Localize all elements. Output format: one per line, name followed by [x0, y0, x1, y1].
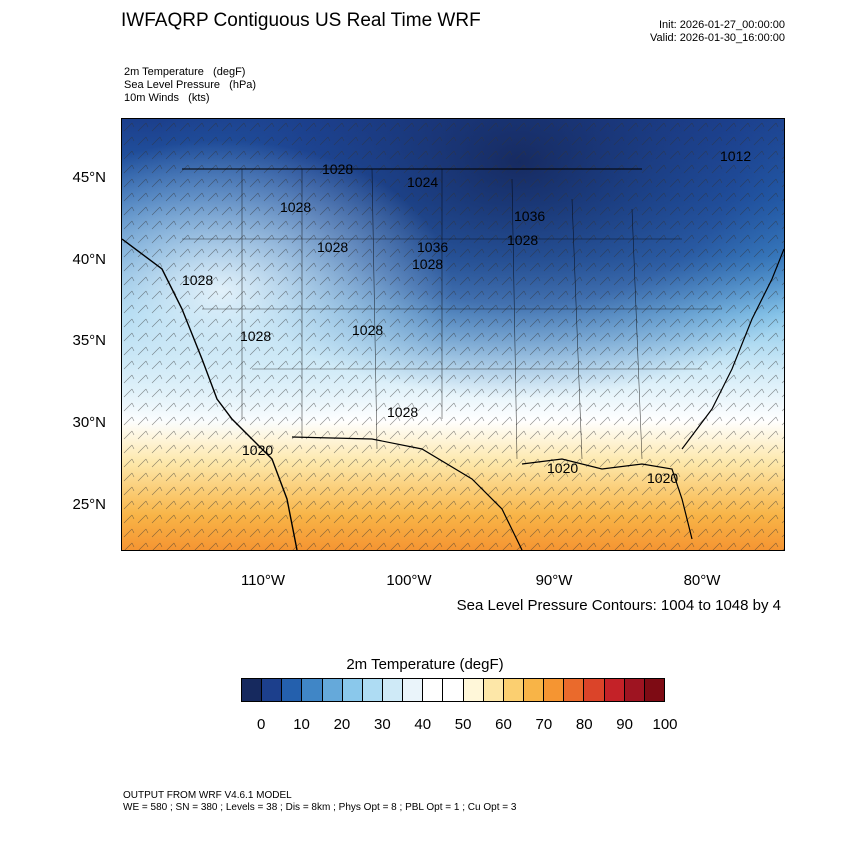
run-time-info: Init: 2026-01-27_00:00:00 Valid: 2026-01…: [650, 19, 785, 45]
colorbar-swatch: [443, 679, 464, 701]
map-title: IWFAQRP Contiguous US Real Time WRF: [121, 10, 481, 31]
state-borders: [182, 168, 722, 460]
lon-label-100: 100°W: [386, 572, 432, 589]
pressure-label: 1028: [387, 404, 418, 420]
lat-label-45: 45°N: [72, 169, 106, 186]
colorbar-swatch: [423, 679, 444, 701]
lon-label-80: 80°W: [683, 572, 721, 589]
contour-note: Sea Level Pressure Contours: 1004 to 104…: [456, 597, 781, 614]
footer-line-2: WE = 580 ; SN = 380 ; Levels = 38 ; Dis …: [123, 802, 517, 813]
colorbar-label: 40: [414, 716, 432, 733]
pressure-label: 1012: [720, 148, 751, 164]
colorbar-swatch: [403, 679, 424, 701]
colorbar-swatch: [302, 679, 323, 701]
lat-label-35: 35°N: [72, 332, 106, 349]
colorbar-swatch: [262, 679, 283, 701]
pressure-label: 1028: [412, 256, 443, 272]
lat-label-40: 40°N: [72, 251, 106, 268]
colorbar-swatch: [282, 679, 303, 701]
wind-barbs: [122, 119, 784, 550]
us-mexico-border: [291, 436, 523, 550]
pressure-label: 1024: [407, 174, 438, 190]
lon-label-110: 110°W: [240, 572, 286, 589]
colorbar-swatch: [604, 679, 625, 701]
colorbar-swatch: [463, 679, 484, 701]
colorbar-label: 100: [652, 716, 678, 733]
colorbar-swatch: [382, 679, 404, 701]
east-coastline: [681, 248, 784, 450]
colorbar-swatch: [342, 679, 363, 701]
field-pressure: Sea Level Pressure (hPa): [124, 79, 257, 91]
colorbar-swatch: [362, 679, 383, 701]
colorbar-title: 2m Temperature (degF): [346, 656, 504, 673]
pressure-label: 1028: [322, 161, 353, 177]
lat-label-30: 30°N: [72, 414, 106, 431]
colorbar-label: 60: [495, 716, 512, 733]
colorbar-label: 90: [616, 716, 633, 733]
pressure-label: 1020: [647, 470, 678, 486]
colorbar-label: 70: [535, 716, 553, 733]
colorbar-swatch: [322, 679, 343, 701]
colorbar-label: 20: [333, 716, 351, 733]
pressure-label: 1036: [514, 208, 545, 224]
field-list: 2m Temperature (degF) Sea Level Pressure…: [124, 66, 256, 105]
valid-time: Valid: 2026-01-30_16:00:00: [650, 32, 785, 44]
colorbar-label: 80: [575, 716, 593, 733]
pressure-label: 1036: [417, 239, 448, 255]
colorbar-swatch: [544, 679, 565, 701]
pressure-label: 1028: [182, 272, 213, 288]
gulf-coastline: [521, 458, 693, 540]
pressure-label: 1028: [352, 322, 383, 338]
pressure-label: 1028: [507, 232, 538, 248]
colorbar-swatch: [483, 679, 504, 701]
pressure-label: 1020: [547, 460, 578, 476]
colorbar-label: 10: [293, 716, 310, 733]
footer-line-1: OUTPUT FROM WRF V4.6.1 MODEL: [123, 790, 292, 801]
lon-label-90: 90°W: [535, 572, 573, 589]
colorbar: [241, 678, 665, 702]
pressure-label: 1028: [240, 328, 271, 344]
colorbar-swatch: [242, 679, 263, 701]
weather-map: 1028 1024 1012 1028 1028 1036 1036 1028 1028 1028…: [121, 118, 785, 551]
colorbar-swatch: [564, 679, 585, 701]
colorbar-swatch: [523, 679, 545, 701]
west-coastline: [122, 238, 298, 550]
pressure-label: 1028: [280, 199, 311, 215]
colorbar-swatch: [503, 679, 524, 701]
model-footer: OUTPUT FROM WRF V4.6.1 MODEL WE = 580 ; …: [123, 790, 516, 814]
colorbar-swatch: [624, 679, 645, 701]
init-time: Init: 2026-01-27_00:00:00: [659, 19, 785, 31]
colorbar-label: 50: [454, 716, 472, 733]
colorbar-label: 0: [257, 716, 266, 733]
field-temperature: 2m Temperature (degF): [124, 66, 246, 78]
pressure-label: 1020: [242, 442, 273, 458]
colorbar-swatch: [644, 679, 664, 701]
pressure-label: 1028: [317, 239, 348, 255]
colorbar-swatch: [584, 679, 605, 701]
lat-label-25: 25°N: [72, 496, 106, 513]
field-winds: 10m Winds (kts): [124, 92, 210, 104]
colorbar-label: 30: [373, 716, 391, 733]
